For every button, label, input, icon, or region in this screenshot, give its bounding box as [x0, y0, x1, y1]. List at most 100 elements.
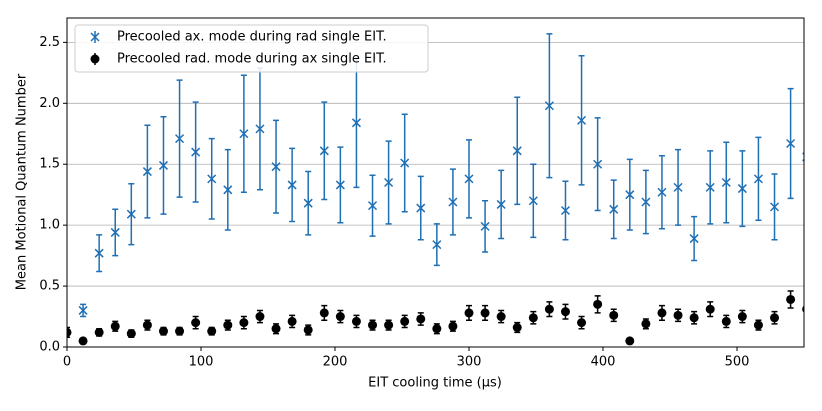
marker: [287, 316, 297, 326]
marker: [786, 138, 796, 149]
marker: [480, 221, 490, 231]
marker: [78, 336, 88, 346]
marker: [448, 321, 458, 331]
marker: [705, 182, 715, 192]
marker: [175, 134, 185, 144]
marker: [770, 313, 780, 323]
x-tick-label: 0: [63, 355, 71, 370]
marker: [496, 199, 506, 209]
marker: [384, 320, 394, 330]
y-tick-label: 0.0: [39, 340, 60, 355]
marker: [110, 227, 120, 237]
marker: [255, 312, 265, 322]
marker: [110, 321, 120, 331]
marker: [384, 177, 394, 188]
marker: [367, 201, 378, 211]
marker: [641, 197, 651, 207]
x-tick-label: 100: [189, 355, 214, 370]
marker: [625, 190, 635, 200]
marker: [673, 310, 683, 320]
marker: [400, 158, 410, 168]
marker: [255, 124, 265, 134]
error-bar: [67, 326, 70, 339]
marker: [721, 316, 731, 326]
marker: [753, 320, 763, 330]
marker: [593, 159, 603, 169]
marker: [351, 316, 361, 326]
marker: [593, 299, 603, 309]
marker: [464, 308, 474, 318]
marker: [142, 320, 152, 330]
marker: [753, 174, 763, 184]
marker: [78, 305, 88, 315]
x-tick-label: 200: [323, 355, 348, 370]
marker: [560, 205, 571, 216]
marker: [158, 160, 169, 170]
x-tick-label: 400: [591, 355, 616, 370]
marker: [480, 308, 490, 318]
error-bar: [803, 301, 804, 318]
marker: [496, 312, 506, 322]
marker: [577, 318, 587, 328]
marker: [207, 326, 217, 336]
marker: [175, 326, 185, 336]
marker: [721, 177, 731, 188]
y-axis-label: Mean Motional Quantum Number: [15, 73, 30, 290]
x-tick-label: 500: [725, 355, 750, 370]
marker: [126, 209, 136, 219]
marker: [207, 174, 217, 184]
marker: [657, 187, 667, 197]
y-tick-label: 1.0: [39, 218, 60, 233]
marker: [689, 234, 699, 244]
marker: [271, 162, 281, 172]
marker: [528, 196, 538, 206]
marker: [705, 304, 715, 314]
legend-label: Precooled rad. mode during ax single EIT…: [117, 52, 387, 67]
plot-frame: [66, 17, 805, 348]
marker: [239, 318, 249, 328]
marker: [223, 185, 233, 195]
marker: [641, 319, 651, 329]
marker: [319, 308, 329, 318]
marker: [303, 198, 313, 208]
marker: [191, 318, 201, 328]
x-axis-label: EIT cooling time (μs): [368, 376, 502, 391]
marker: [158, 326, 168, 336]
marker: [335, 312, 345, 322]
marker: [90, 32, 100, 42]
marker: [416, 314, 426, 324]
marker: [609, 310, 619, 320]
marker: [271, 324, 281, 334]
legend-box: [74, 24, 429, 73]
marker: [528, 313, 538, 323]
marker: [126, 329, 136, 339]
marker: [351, 118, 361, 128]
marker: [223, 320, 233, 330]
marker: [512, 323, 522, 333]
marker: [432, 324, 442, 334]
marker: [368, 320, 378, 330]
marker: [560, 307, 570, 317]
marker: [657, 308, 667, 318]
y-tick-label: 1.5: [39, 157, 60, 172]
marker: [544, 304, 554, 314]
marker: [464, 174, 474, 184]
marker: [786, 294, 796, 304]
marker: [94, 248, 104, 258]
marker: [769, 202, 780, 212]
y-tick-label: 0.5: [39, 279, 60, 294]
marker: [448, 197, 458, 207]
y-tick-label: 2.0: [39, 96, 60, 111]
marker: [625, 336, 635, 346]
marker: [432, 240, 442, 250]
marker: [303, 325, 313, 335]
marker: [609, 204, 619, 214]
marker: [577, 115, 587, 125]
y-tick-label: 2.5: [39, 35, 60, 50]
legend-label: Precooled ax. mode during rad single EIT…: [117, 30, 387, 45]
marker: [287, 180, 297, 190]
marker: [512, 146, 522, 156]
marker: [319, 146, 329, 156]
marker: [416, 203, 426, 213]
